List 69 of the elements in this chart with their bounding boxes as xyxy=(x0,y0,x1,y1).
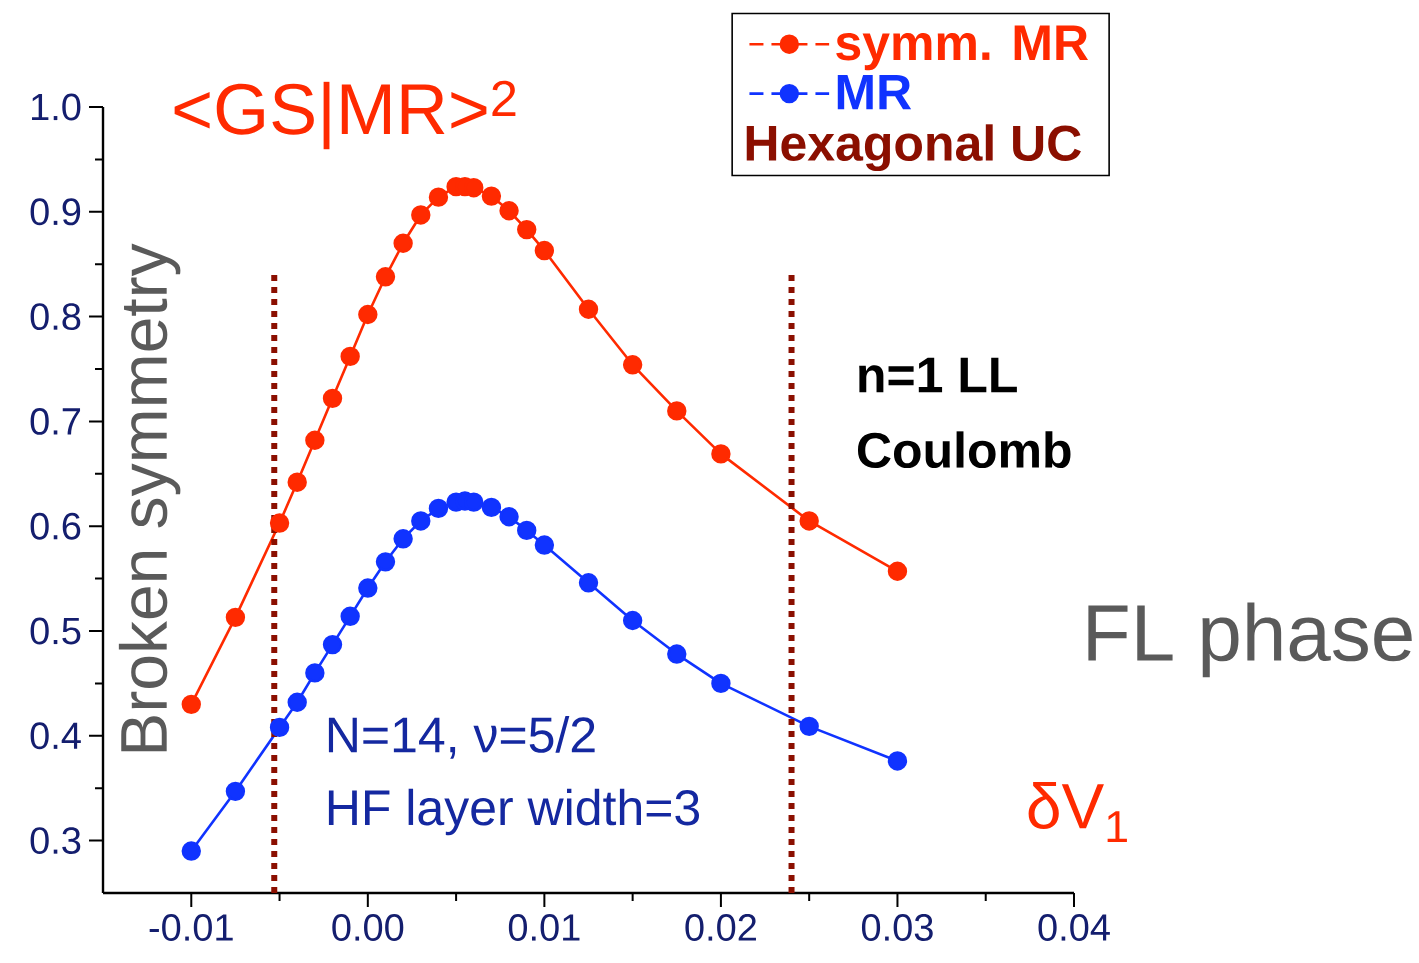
point xyxy=(667,644,687,664)
point xyxy=(887,561,908,581)
x-tick-label: 0.00 xyxy=(332,914,404,941)
point xyxy=(578,573,599,593)
point xyxy=(887,751,908,771)
point xyxy=(393,529,413,549)
point xyxy=(578,299,599,319)
y-tick-label: 0.9 xyxy=(30,198,81,226)
x-tick-label: 0.03 xyxy=(861,914,933,941)
point xyxy=(322,634,343,655)
point xyxy=(305,430,325,450)
point xyxy=(799,511,819,531)
point xyxy=(340,346,360,367)
annotation: N=14, ν=5/2 xyxy=(328,716,595,759)
x-tick-label: 0.02 xyxy=(685,914,756,941)
point xyxy=(375,267,396,287)
legend-label: MR xyxy=(837,74,912,110)
point xyxy=(287,692,307,712)
point xyxy=(667,401,687,421)
point xyxy=(225,781,246,802)
y-tick-label: 0.4 xyxy=(30,722,81,750)
y-tick-label: 0.3 xyxy=(30,827,81,855)
point xyxy=(499,507,519,527)
annotation: n=1 LL xyxy=(859,357,1017,393)
point xyxy=(269,717,290,738)
point xyxy=(340,606,360,627)
y-tick-label: 0.8 xyxy=(30,303,81,331)
point xyxy=(622,610,643,631)
legend-title: Hexagonal UC xyxy=(746,124,1081,172)
x-axis-title: δV$_{1}$ xyxy=(1028,781,1127,843)
point xyxy=(534,535,555,555)
point xyxy=(358,578,378,598)
y-tick-label: 1.0 xyxy=(32,93,81,121)
point xyxy=(428,187,449,207)
point xyxy=(358,304,378,325)
point xyxy=(499,201,519,221)
point xyxy=(411,511,431,531)
point xyxy=(711,673,731,694)
point xyxy=(305,663,325,683)
point xyxy=(622,355,643,375)
point xyxy=(799,716,819,737)
point xyxy=(287,472,307,492)
x-tick-label: 0.01 xyxy=(508,914,580,941)
y-tick-label: 0.5 xyxy=(30,617,81,645)
point xyxy=(181,694,201,715)
annotation: HF layer width=3 xyxy=(328,788,700,836)
y-tick-label: 0.6 xyxy=(30,512,81,540)
legend-label: symm. MR xyxy=(836,25,1089,71)
point xyxy=(322,388,343,409)
point xyxy=(411,205,431,225)
x-tick-label: -0.01 xyxy=(149,914,233,941)
chart-title: <GS|MR>$^{2}$ xyxy=(174,80,516,150)
text: FL phase xyxy=(1088,602,1412,678)
point xyxy=(428,498,449,519)
x-tick-label: 0.04 xyxy=(1038,914,1110,941)
point xyxy=(393,233,413,253)
y-tick-label: 0.7 xyxy=(30,407,81,435)
annotation: Coulomb xyxy=(857,431,1071,469)
point xyxy=(225,607,246,628)
point xyxy=(534,240,555,261)
point xyxy=(517,219,537,240)
point xyxy=(481,497,502,518)
point xyxy=(711,444,731,464)
point xyxy=(181,841,201,861)
point xyxy=(375,552,396,572)
point xyxy=(517,520,537,541)
point xyxy=(269,513,290,533)
annotation: Broken symmetry xyxy=(118,243,181,752)
point xyxy=(481,186,502,206)
